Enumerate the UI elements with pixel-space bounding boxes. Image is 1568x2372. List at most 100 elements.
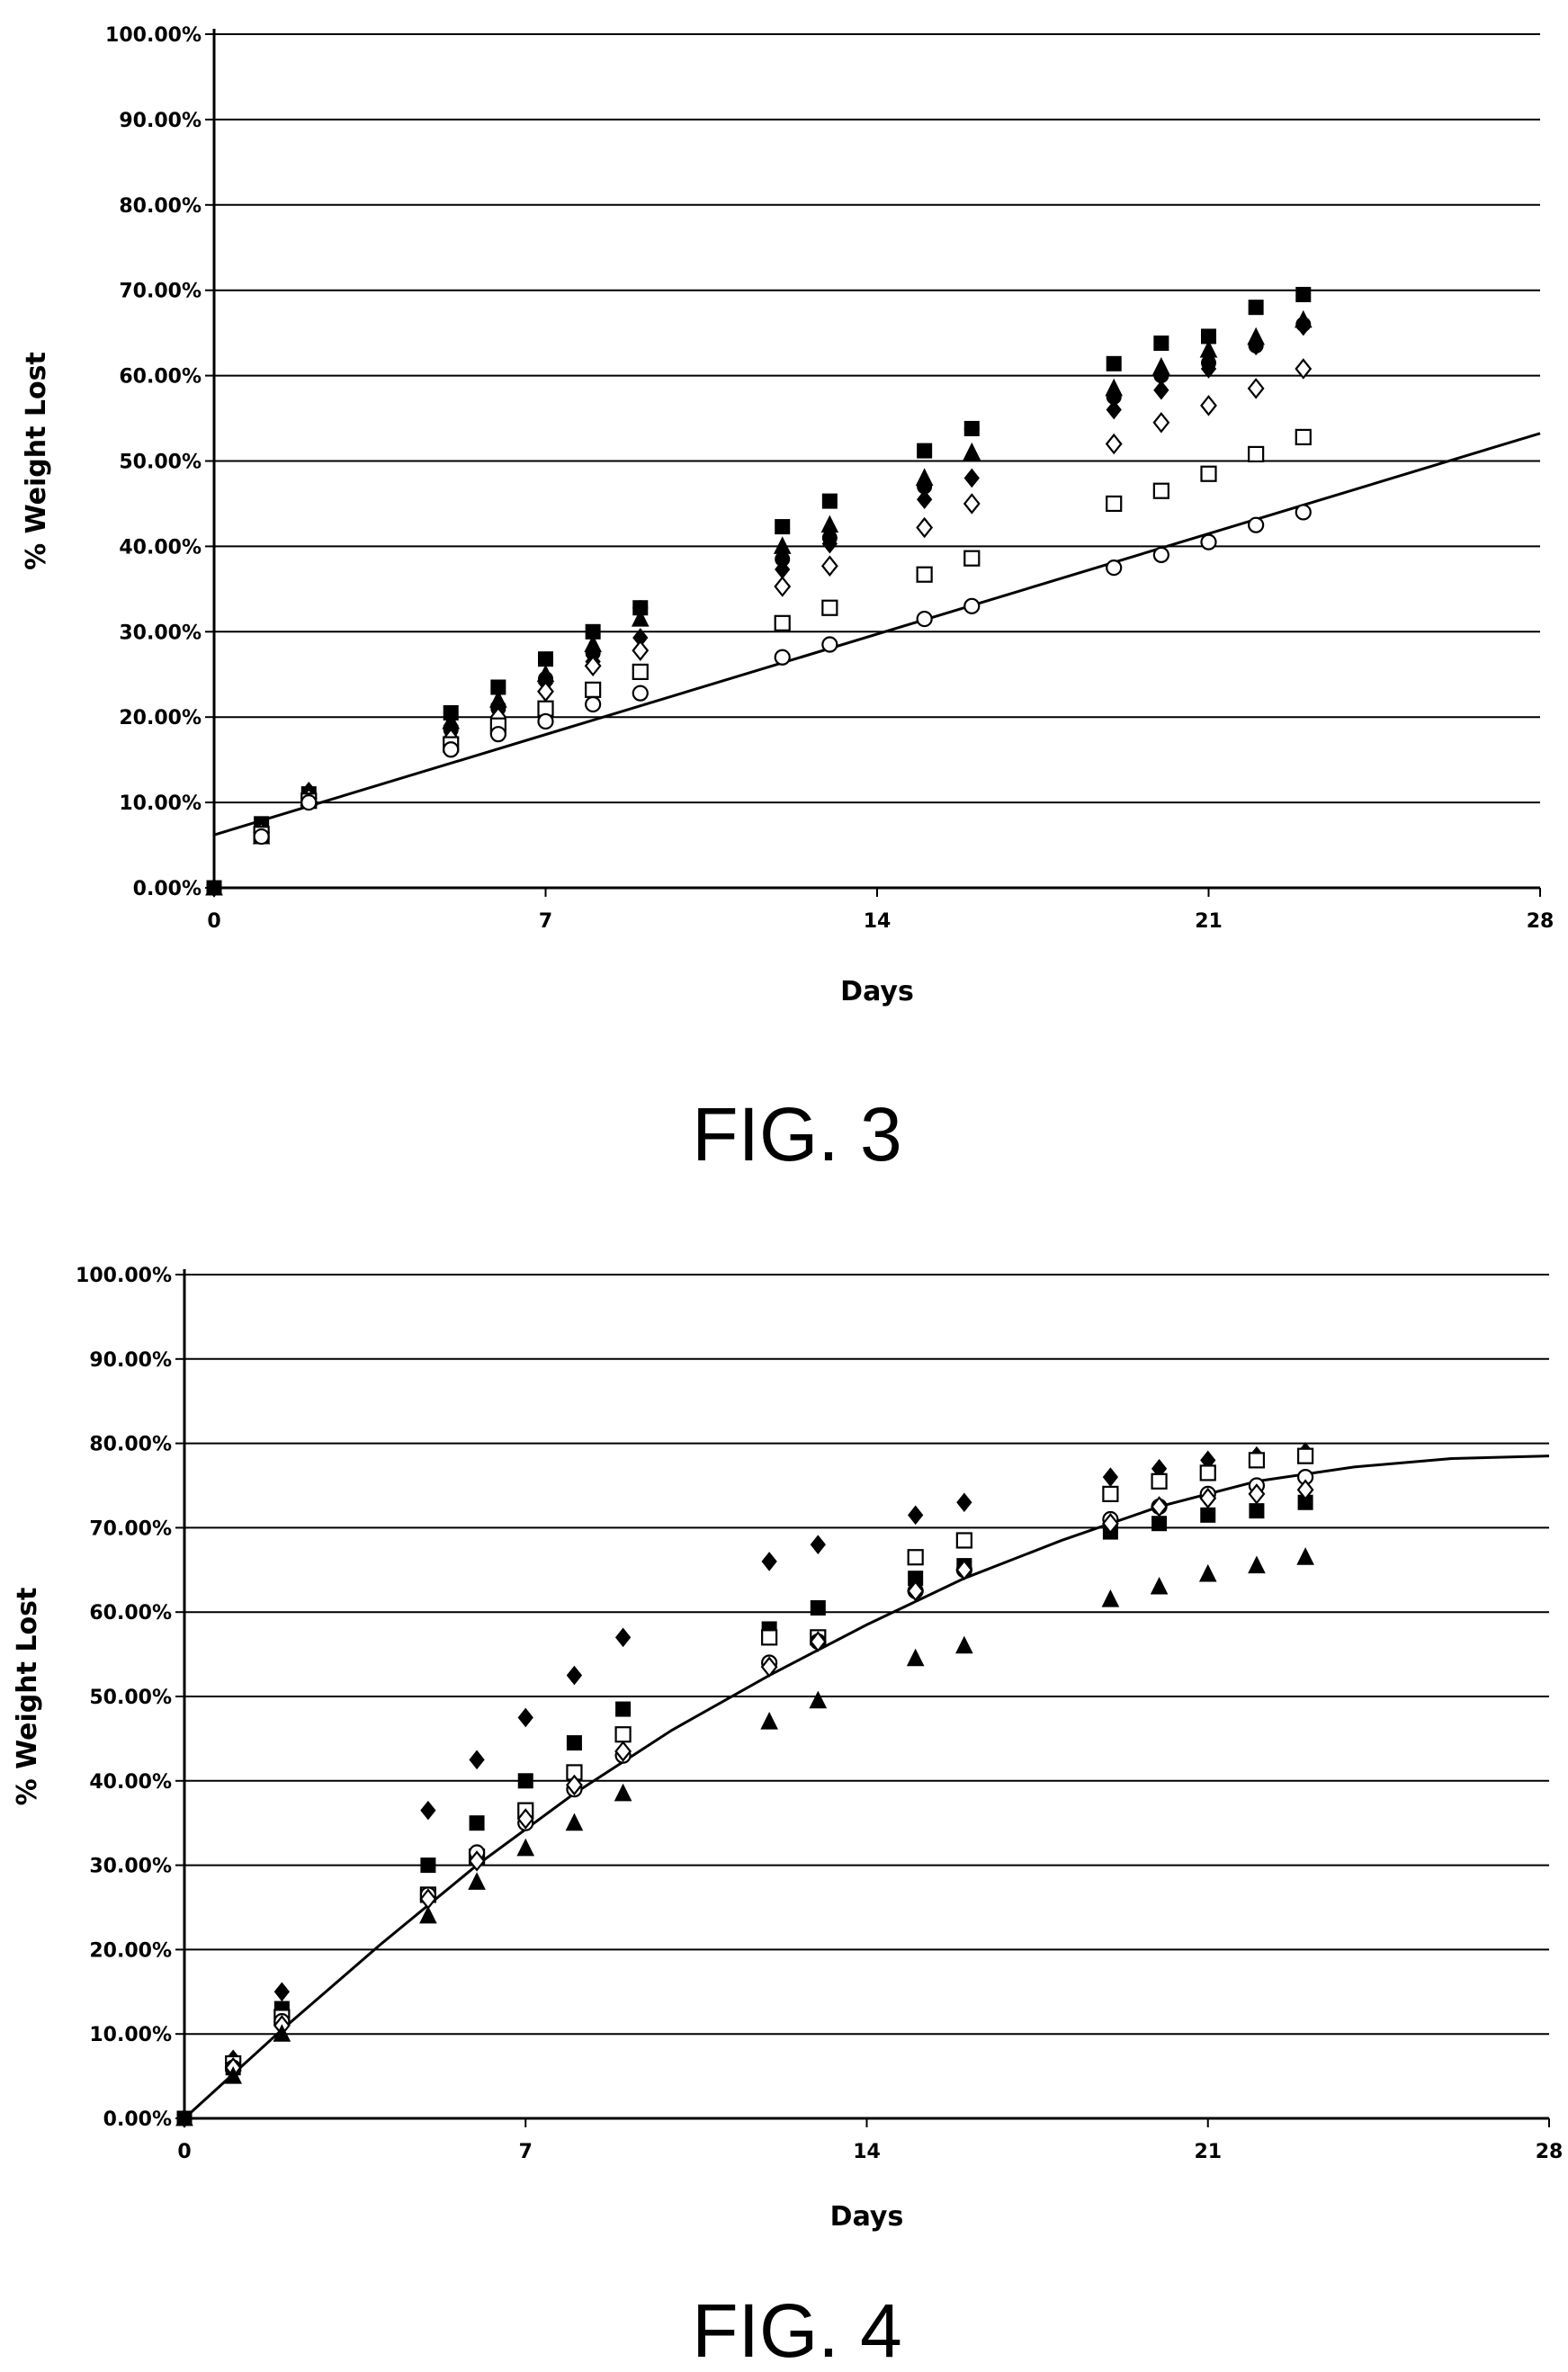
y-tick-label: 10.00% — [89, 2024, 172, 2046]
data-point-open-circle — [585, 695, 602, 713]
data-point-filled-circle — [917, 479, 933, 495]
y-tick-label: 40.00% — [89, 1771, 172, 1794]
y-axis-label: % Weight Lost — [21, 352, 52, 570]
data-point-filled-diamond — [810, 1535, 826, 1554]
data-point-filled-circle — [1201, 354, 1216, 371]
data-point-filled-triangle — [419, 1905, 437, 1924]
data-point-open-diamond — [774, 576, 792, 597]
data-point-open-diamond — [1296, 1479, 1314, 1500]
data-point-filled-square — [469, 1815, 485, 1831]
data-point-filled-triangle — [468, 1872, 486, 1890]
data-point-open-circle — [916, 610, 933, 628]
y-tick-label: 40.00% — [119, 536, 202, 559]
x-tick-label: 0 — [177, 2141, 191, 2163]
data-point-filled-triangle — [516, 1838, 535, 1857]
data-point-filled-diamond — [917, 489, 933, 510]
data-point-open-square — [761, 1629, 778, 1646]
data-point-open-diamond — [614, 1741, 632, 1762]
y-tick-label: 50.00% — [119, 452, 202, 474]
y-tick-label: 80.00% — [119, 195, 202, 218]
trendline — [183, 1455, 1550, 2120]
data-point-open-diamond — [820, 555, 838, 577]
data-point-filled-triangle — [1296, 1547, 1314, 1565]
data-point-filled-diamond — [273, 1982, 290, 2002]
data-point-filled-circle — [1248, 337, 1264, 354]
data-point-filled-triangle — [1101, 1589, 1120, 1607]
data-point-open-circle — [1248, 516, 1265, 533]
data-point-filled-diamond — [761, 1552, 777, 1571]
y-tick-label: 80.00% — [89, 1434, 172, 1456]
data-point-open-diamond — [1295, 358, 1313, 380]
data-point-open-square — [1106, 495, 1123, 513]
data-point-open-diamond — [1105, 433, 1123, 455]
data-point-filled-square — [420, 1857, 436, 1874]
data-point-filled-circle — [963, 420, 980, 436]
data-point-open-square — [907, 1549, 924, 1566]
data-point-filled-square — [538, 651, 553, 667]
figure-caption-4: FIG. 4 — [692, 2288, 901, 2372]
data-point-open-diamond — [468, 1850, 486, 1872]
data-point-filled-square — [1249, 1503, 1265, 1519]
data-point-filled-circle — [206, 880, 222, 896]
data-point-open-diamond — [1200, 395, 1217, 416]
data-point-filled-circle — [1106, 389, 1122, 405]
data-point-open-square — [774, 614, 791, 631]
data-point-open-circle — [632, 685, 649, 702]
data-point-open-square — [1199, 1464, 1216, 1481]
data-point-filled-circle — [821, 530, 838, 546]
figure-caption-3: FIG. 3 — [692, 1092, 901, 1177]
data-point-filled-square — [821, 493, 838, 509]
data-point-filled-circle — [1295, 317, 1312, 333]
y-tick-label: 90.00% — [119, 110, 202, 132]
data-point-open-square — [916, 566, 933, 583]
data-point-open-square — [1248, 1452, 1266, 1469]
data-point-filled-square — [917, 443, 933, 459]
data-point-open-circle — [300, 793, 318, 811]
data-point-open-circle — [821, 636, 838, 653]
x-axis-label: Days — [840, 976, 914, 1007]
x-tick-label: 14 — [864, 910, 892, 933]
x-tick-label: 28 — [1536, 2141, 1564, 2163]
data-point-open-diamond — [1247, 378, 1265, 399]
y-tick-label: 90.00% — [89, 1349, 172, 1372]
data-point-filled-square — [1248, 300, 1264, 316]
data-point-open-diamond — [1151, 1496, 1168, 1517]
data-point-open-diamond — [955, 1559, 973, 1581]
data-point-open-square — [1248, 445, 1265, 463]
data-point-open-square — [955, 1532, 972, 1549]
data-point-filled-square — [1200, 1507, 1216, 1523]
data-point-open-square — [632, 663, 649, 681]
data-point-filled-diamond — [956, 1492, 972, 1513]
x-tick-label: 14 — [853, 2141, 881, 2163]
data-point-open-circle — [1200, 533, 1217, 550]
data-point-filled-triangle — [1150, 1576, 1169, 1595]
data-point-open-square — [963, 550, 981, 567]
data-point-open-square — [1295, 428, 1312, 446]
data-point-open-circle — [489, 726, 506, 743]
data-point-open-square — [1200, 465, 1217, 482]
y-tick-label: 60.00% — [89, 1602, 172, 1625]
data-point-filled-triangle — [614, 1783, 632, 1802]
x-tick-label: 7 — [539, 910, 552, 933]
data-point-filled-square — [1106, 355, 1122, 371]
data-point-filled-triangle — [809, 1690, 828, 1709]
data-point-open-diamond — [760, 1656, 778, 1678]
data-point-filled-square — [615, 1701, 632, 1717]
x-tick-label: 28 — [1527, 910, 1555, 933]
data-point-open-circle — [774, 649, 791, 666]
y-axis-label: % Weight Lost — [12, 1588, 43, 1806]
data-point-filled-circle — [775, 551, 791, 568]
data-point-open-square — [1297, 1447, 1314, 1464]
data-point-filled-triangle — [760, 1712, 778, 1730]
data-point-filled-diamond — [963, 468, 980, 488]
data-point-open-diamond — [1101, 1512, 1119, 1535]
data-point-open-circle — [253, 828, 270, 846]
data-point-filled-diamond — [517, 1707, 533, 1728]
data-point-open-square — [614, 1726, 632, 1743]
y-tick-label: 100.00% — [105, 24, 202, 47]
x-axis-label: Days — [830, 2201, 904, 2233]
data-point-open-circle — [1152, 546, 1169, 563]
data-point-open-diamond — [1248, 1483, 1266, 1505]
data-point-open-circle — [1106, 559, 1123, 577]
data-point-open-circle — [963, 597, 981, 614]
